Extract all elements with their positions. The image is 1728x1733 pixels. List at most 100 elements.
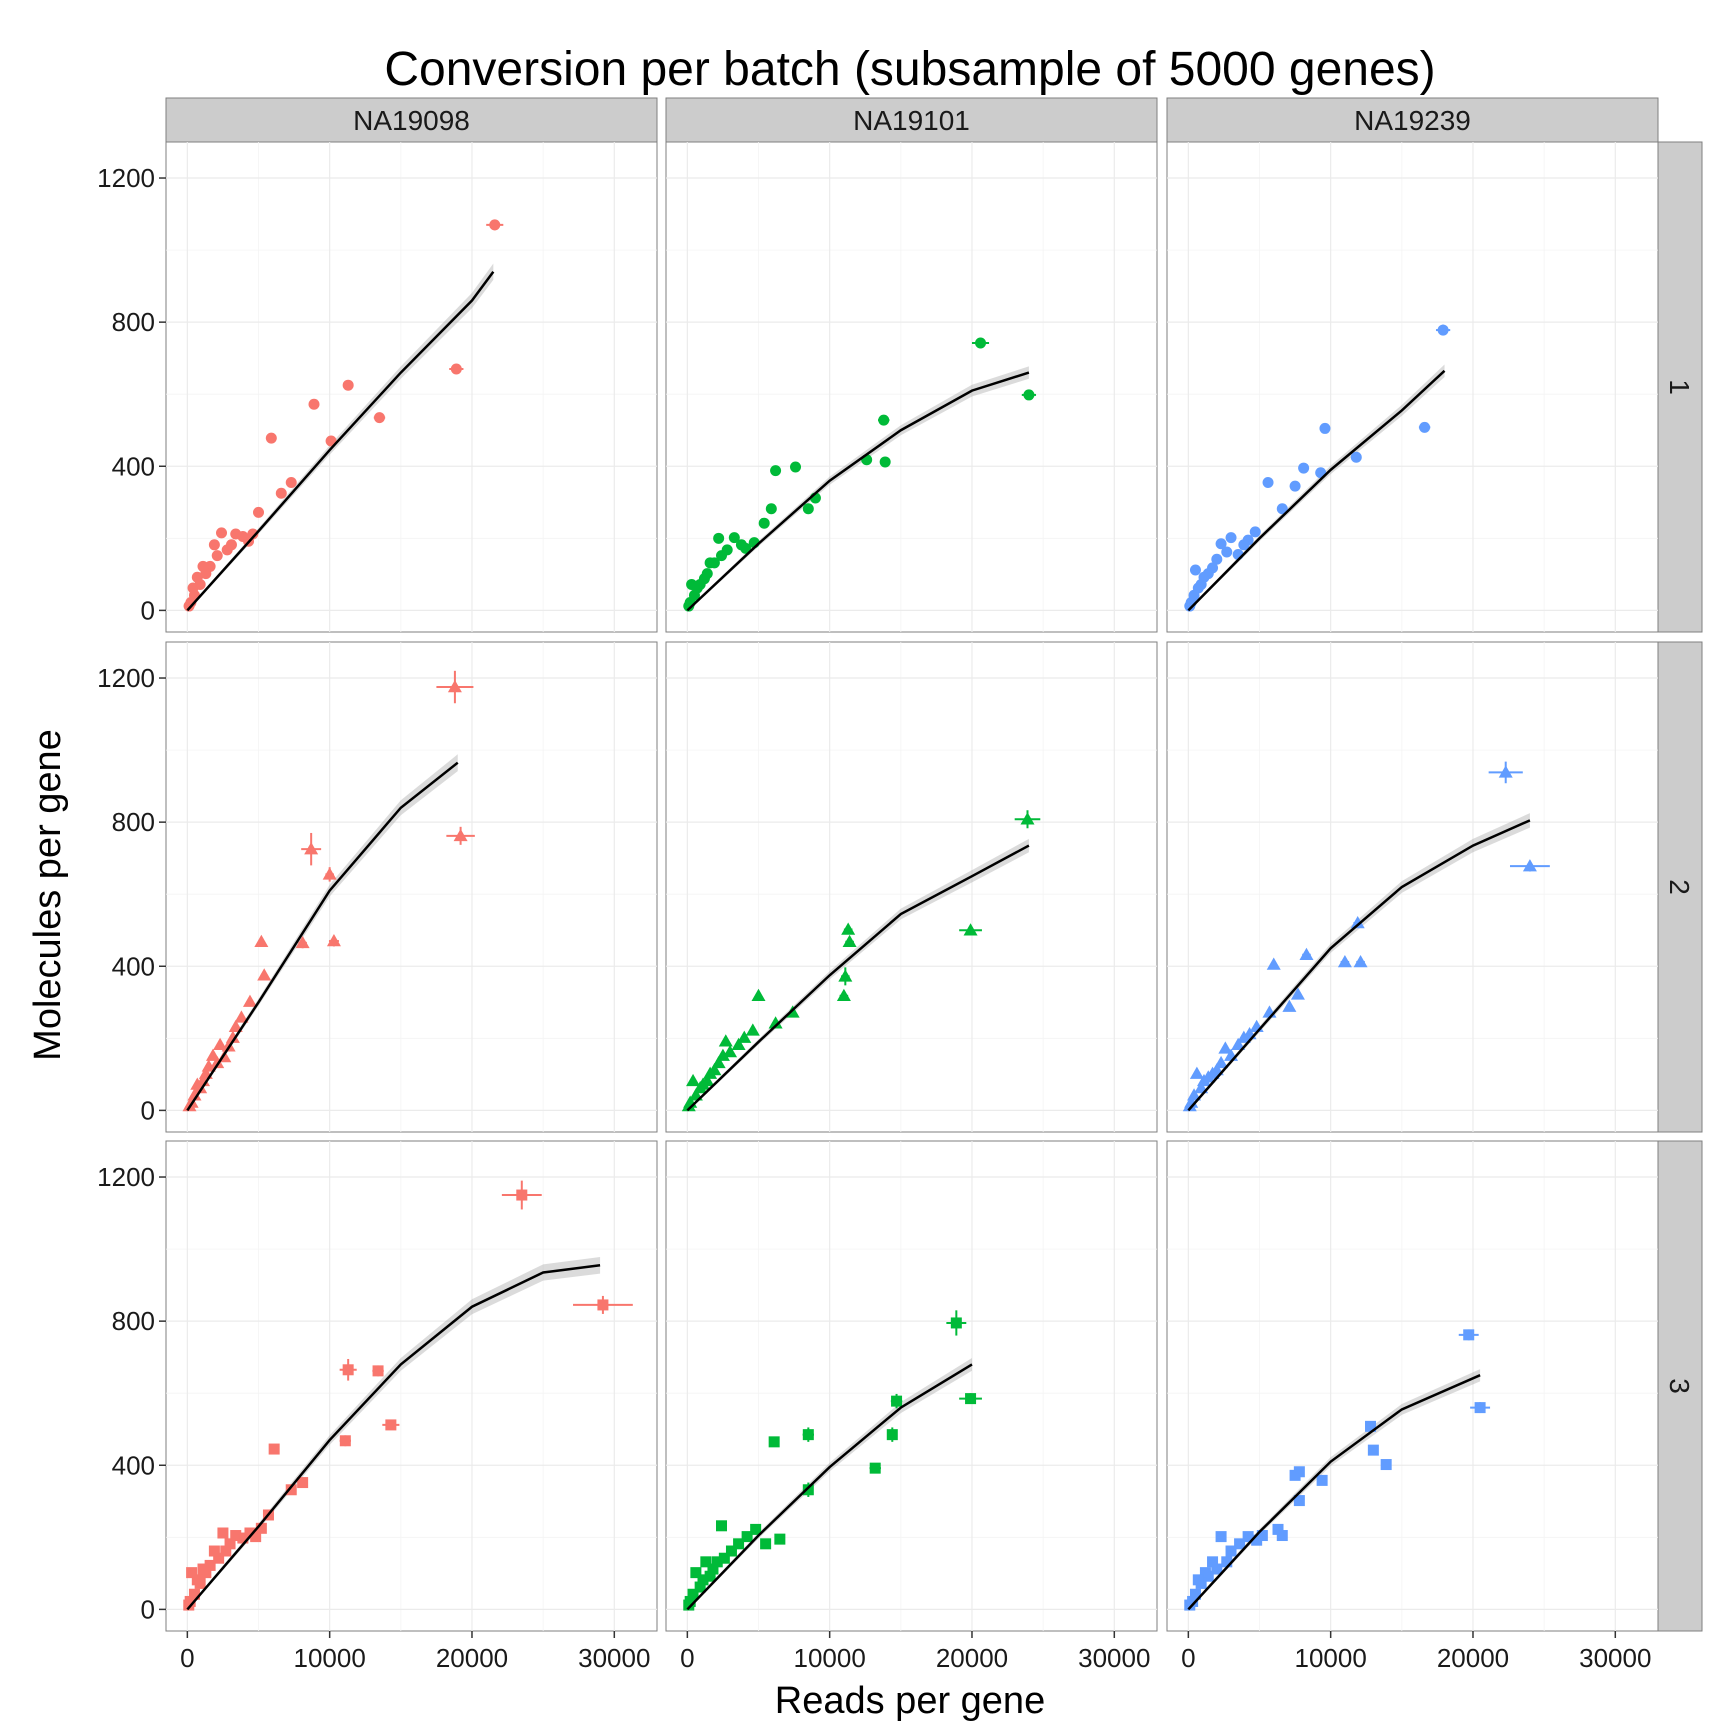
data-point [745, 1023, 760, 1036]
data-point [878, 414, 890, 426]
data-point [1211, 553, 1223, 565]
x-tick-label: 30000 [578, 1643, 650, 1673]
data-point [211, 550, 223, 562]
panel-background [165, 141, 658, 633]
data-point [716, 1520, 728, 1532]
data-point [1419, 421, 1431, 433]
data-point [228, 1019, 243, 1033]
data-point [686, 578, 698, 590]
data-point [1282, 999, 1297, 1012]
data-point [450, 363, 462, 375]
data-point [205, 1048, 220, 1061]
data-point [950, 1317, 962, 1329]
data-point [1290, 987, 1305, 1000]
panel-grid [666, 1141, 1157, 1631]
data-point [1242, 1531, 1254, 1543]
facet-strip-row-label: 2 [1664, 879, 1695, 895]
y-tick-label: 400 [112, 951, 155, 981]
data-point [694, 1581, 706, 1593]
data-point [213, 1552, 225, 1564]
x-tick-label: 10000 [794, 1643, 866, 1673]
data-point [255, 1522, 267, 1534]
data-point [516, 1189, 528, 1201]
facet-strip-column-label: NA19101 [853, 105, 970, 136]
data-point [297, 1477, 309, 1489]
data-point [758, 517, 770, 529]
data-point [242, 994, 257, 1007]
data-point [879, 456, 891, 468]
facet-panel: 0 10000 20000 30000 [1166, 1140, 1659, 1673]
data-point [342, 1364, 354, 1376]
facet-panels: NA19098 NA19101 NA19239 1 2 3 0 400 800 1200 0 400 8… [97, 97, 1703, 1673]
fit-line [686, 844, 1030, 1112]
fit-confidence-band [687, 838, 1029, 1112]
data-point [191, 1574, 203, 1586]
facet-strip-column [665, 97, 1158, 143]
data-point [339, 1435, 351, 1447]
panel-background [1166, 641, 1659, 1133]
panel-grid [666, 142, 1157, 632]
facet-strip-row [1657, 1140, 1703, 1632]
fit-confidence-band [1188, 1369, 1481, 1611]
data-point [1474, 1402, 1486, 1414]
x-tick-label: 30000 [1078, 1643, 1150, 1673]
panel-grid [166, 1141, 657, 1631]
panel-grid [166, 142, 657, 632]
y-tick-label: 400 [112, 451, 155, 481]
data-point [1215, 1531, 1227, 1543]
data-point [1289, 1469, 1301, 1481]
y-tick-label: 1200 [97, 663, 155, 693]
panel-grid [1167, 1141, 1658, 1631]
data-point [1272, 1523, 1284, 1535]
data-point [1350, 916, 1365, 929]
data-point [244, 1527, 256, 1539]
data-point [1215, 538, 1227, 550]
panel-grid [1167, 642, 1658, 1132]
data-point [681, 1099, 696, 1112]
data-point [217, 1527, 229, 1539]
facet-panel [665, 641, 1158, 1133]
data-point [1192, 1574, 1204, 1586]
data-point [254, 934, 269, 948]
facet-strip-column [165, 97, 658, 143]
data-point [1262, 476, 1274, 488]
data-point [1463, 1329, 1475, 1341]
data-point [1293, 1495, 1305, 1507]
data-point [704, 1570, 716, 1582]
data-point [886, 1429, 898, 1441]
y-tick-label: 800 [112, 1306, 155, 1336]
y-tick-label: 400 [112, 1450, 155, 1480]
data-point [1238, 539, 1250, 551]
x-tick-label: 10000 [294, 1643, 366, 1673]
data-point [268, 1443, 280, 1455]
data-point [728, 532, 740, 544]
data-point [385, 1419, 397, 1431]
data-point [1234, 1538, 1246, 1550]
fit-line [686, 1363, 973, 1611]
fit-line [1187, 1374, 1481, 1611]
facet-panel: 0 400 800 1200 0 10000 20000 30000 [97, 1140, 658, 1673]
data-point [447, 680, 462, 693]
data-point [1184, 600, 1196, 612]
data-point [191, 571, 203, 583]
data-point [697, 1574, 709, 1586]
data-point [342, 379, 354, 391]
panel-background [665, 141, 1158, 633]
data-point [208, 539, 220, 551]
data-point [1199, 1567, 1211, 1579]
panel-background [665, 1140, 1158, 1632]
data-point [750, 1523, 762, 1535]
data-point [1299, 947, 1314, 960]
data-point [690, 1567, 702, 1579]
data-point [891, 1395, 903, 1407]
x-tick-label: 20000 [936, 1643, 1008, 1673]
y-tick-label: 0 [141, 1095, 155, 1125]
data-point [965, 1393, 977, 1405]
data-point [1289, 480, 1301, 492]
data-point [197, 560, 209, 572]
data-point [751, 988, 766, 1002]
x-tick-label: 20000 [436, 1643, 508, 1673]
y-tick-label: 0 [141, 1594, 155, 1624]
panel-background [1166, 1140, 1659, 1632]
